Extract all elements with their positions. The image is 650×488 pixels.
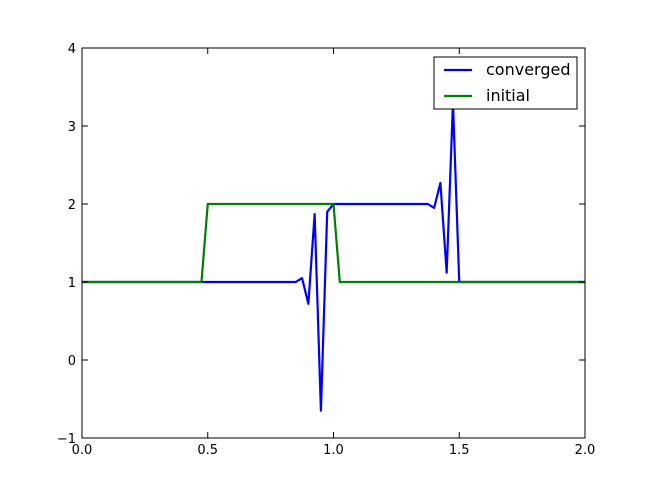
x-tick-label: 2.0 bbox=[575, 443, 596, 458]
x-tick-label: 0.5 bbox=[197, 443, 218, 458]
y-tick-label: 2 bbox=[68, 198, 76, 213]
y-tick-label: 1 bbox=[68, 276, 76, 291]
x-tick-label: 0.0 bbox=[72, 443, 93, 458]
y-tick-label: 4 bbox=[68, 42, 76, 57]
legend-label: initial bbox=[486, 86, 530, 105]
legend-label: converged bbox=[486, 60, 571, 79]
legend: converged initial bbox=[433, 56, 578, 110]
series-line bbox=[82, 202, 585, 284]
legend-box bbox=[433, 56, 578, 110]
x-tick-label: 1.0 bbox=[323, 443, 344, 458]
series-line bbox=[82, 101, 585, 412]
y-tick-label: 0 bbox=[68, 354, 76, 369]
y-tick-label: 3 bbox=[68, 120, 76, 135]
x-tick-label: 1.5 bbox=[449, 443, 470, 458]
y-tick-label: −1 bbox=[57, 432, 76, 447]
